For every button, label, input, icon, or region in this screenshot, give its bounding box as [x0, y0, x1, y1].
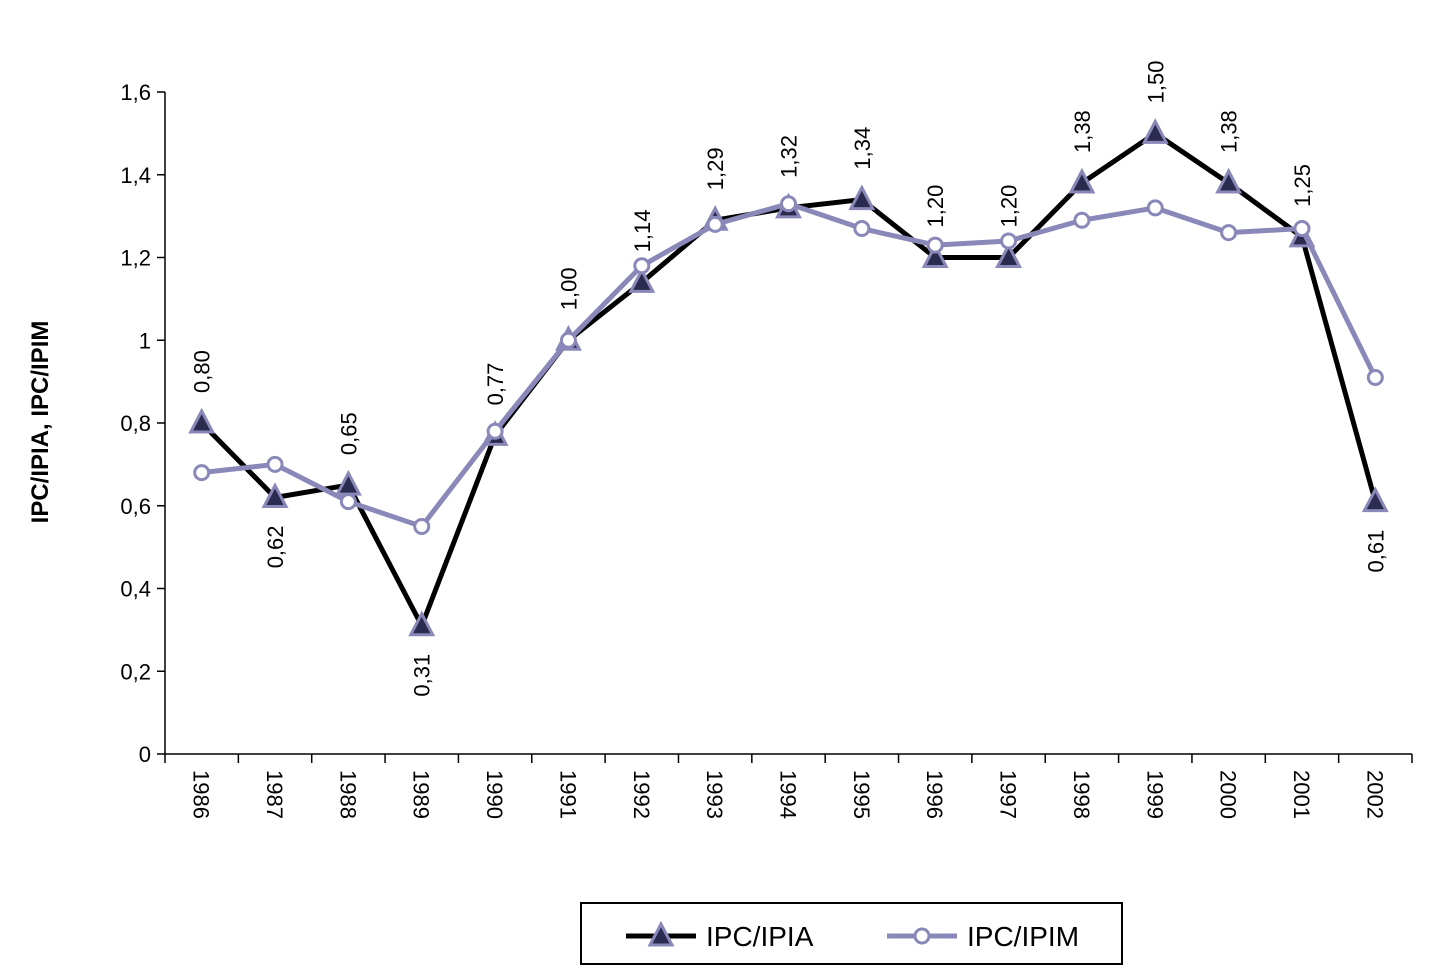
point-ipc-ipim — [1073, 211, 1091, 229]
x-tick-label: 1993 — [702, 770, 727, 819]
data-label: 0,62 — [263, 525, 288, 568]
x-tick-label: 1995 — [849, 770, 874, 819]
x-tick-label: 1998 — [1069, 770, 1094, 819]
data-labels: 0,80 0,62 0,65 0,31 0,77 1,00 1,14 1,29 1,32 1,34… — [190, 61, 1389, 697]
x-tick-label: 1997 — [996, 770, 1021, 819]
y-tick-label: 0,6 — [120, 494, 151, 519]
point-ipc-ipia — [188, 407, 216, 434]
y-tick-label: 1 — [139, 328, 151, 353]
x-tick-label: 1992 — [629, 770, 654, 819]
point-ipc-ipia — [1141, 118, 1169, 144]
data-label: 1,38 — [1217, 110, 1242, 153]
y-tick-label: 1,6 — [120, 80, 151, 105]
y-tick-label: 1,4 — [120, 163, 151, 188]
x-tick-label: 1989 — [409, 770, 434, 819]
x-tick-label: 1996 — [922, 770, 947, 819]
data-label: 1,50 — [1143, 61, 1168, 104]
y-tick-label: 1,2 — [120, 246, 151, 271]
series-line-ipc-ipim — [201, 201, 1378, 529]
x-tick-label: 1986 — [189, 770, 214, 819]
point-ipc-ipim — [486, 422, 504, 440]
legend: IPC/IPIA IPC/IPIM — [580, 902, 1123, 965]
x-tick-label: 2002 — [1362, 770, 1387, 819]
legend-marker — [647, 920, 675, 947]
point-ipc-ipim — [1220, 224, 1238, 242]
data-label: 1,20 — [997, 185, 1022, 228]
x-tick-label: 1999 — [1142, 770, 1167, 819]
y-tick-label: 0,2 — [120, 659, 151, 684]
data-label: 1,32 — [777, 135, 802, 178]
point-ipc-ipim — [266, 455, 284, 473]
point-ipc-ipim — [706, 215, 724, 233]
point-ipc-ipia — [408, 610, 436, 637]
data-label: 1,29 — [703, 147, 728, 190]
point-ipc-ipia — [1068, 167, 1096, 194]
axes: 0 0,2 0,4 0,6 0,8 1 1,2 1,4 1,6 1986 1987 1988 1989 1… — [120, 80, 1413, 819]
legend-label: IPC/IPIA — [706, 921, 814, 952]
data-label: 1,00 — [556, 267, 581, 310]
legend-marker — [913, 927, 931, 945]
point-ipc-ipim — [339, 493, 357, 511]
y-tick-label: 0,8 — [120, 411, 151, 436]
point-ipc-ipim — [926, 236, 944, 254]
point-ipc-ipim — [1146, 199, 1164, 217]
x-tick-label: 2000 — [1216, 770, 1241, 819]
data-label: 1,38 — [1070, 110, 1095, 153]
point-ipc-ipia — [628, 267, 656, 293]
data-label: 1,14 — [630, 209, 655, 252]
point-ipc-ipim — [633, 257, 651, 275]
data-label: 0,65 — [336, 412, 361, 455]
data-label: 0,77 — [483, 363, 508, 406]
y-tick-label: 0,4 — [120, 577, 151, 602]
point-ipc-ipia — [334, 469, 362, 496]
data-label: 1,34 — [850, 127, 875, 170]
data-label: 0,80 — [190, 350, 215, 393]
point-ipc-ipia — [848, 184, 876, 211]
point-ipc-ipim — [193, 464, 211, 482]
point-ipc-ipia — [921, 242, 949, 268]
x-tick-label: 1988 — [335, 770, 360, 819]
data-label: 1,25 — [1290, 164, 1315, 207]
x-tick-label: 1994 — [776, 770, 801, 819]
point-ipc-ipia — [261, 482, 289, 508]
point-ipc-ipia — [1215, 167, 1243, 194]
point-ipc-ipim — [853, 220, 871, 238]
y-tick-label: 0 — [139, 742, 151, 767]
point-ipc-ipia — [1361, 486, 1389, 513]
data-label: 0,31 — [410, 654, 435, 697]
data-label: 1,20 — [923, 185, 948, 228]
point-ipc-ipim — [1000, 232, 1018, 250]
y-axis-label: IPC/IPIA, IPC/IPIM — [27, 321, 54, 524]
data-label: 0,61 — [1363, 530, 1388, 573]
point-ipc-ipia — [995, 242, 1023, 268]
point-ipc-ipim — [1366, 368, 1384, 386]
point-ipc-ipim — [559, 331, 577, 349]
point-ipc-ipim — [1293, 220, 1311, 238]
legend-label: IPC/IPIM — [967, 921, 1079, 952]
point-ipc-ipim — [413, 517, 431, 535]
x-tick-label: 1987 — [262, 770, 287, 819]
series-layer — [188, 118, 1389, 637]
x-tick-label: 1991 — [555, 770, 580, 819]
point-ipc-ipim — [780, 195, 797, 213]
x-tick-label: 2001 — [1289, 770, 1314, 819]
x-tick-label: 1990 — [482, 770, 507, 819]
